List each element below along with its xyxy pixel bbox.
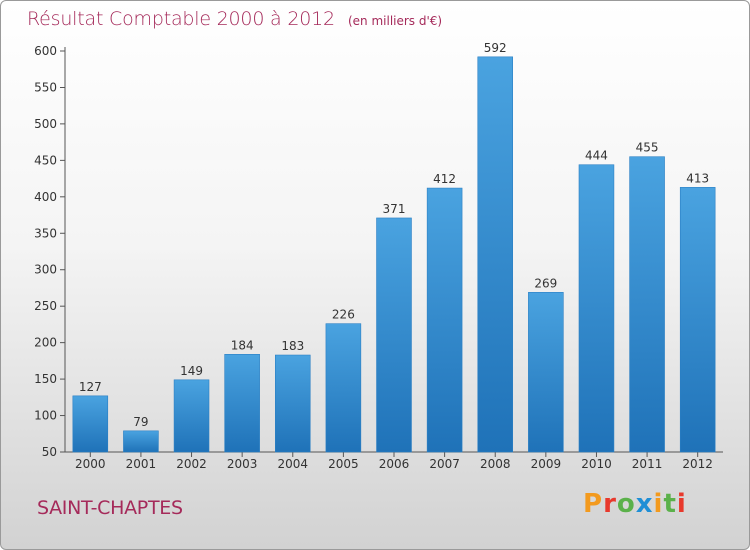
data-label-2004: 183 [281,339,304,353]
logo-letter: t [663,489,677,519]
y-tick-label: 450 [34,153,57,167]
bar-2011 [629,156,665,453]
data-label-2006: 371 [383,202,406,216]
data-label-2003: 184 [231,338,254,352]
y-tick-label: 200 [34,336,57,350]
data-label-2002: 149 [180,364,203,378]
bar-2002 [173,379,210,453]
x-tick-label-2005: 2005 [328,457,359,471]
logo-letter: x [635,489,654,519]
chart-title-main: Résultat Comptable 2000 à 2012 [27,8,335,30]
bar-2001 [123,430,159,453]
logo-letter: r [603,489,617,519]
y-tick-label: 150 [34,372,57,386]
y-tick-label: 300 [34,263,57,277]
y-tick-label: 600 [34,44,57,58]
bar-2010 [578,164,615,453]
x-tick-label-2000: 2000 [75,457,106,471]
x-tick-label-2012: 2012 [682,457,713,471]
x-tick-label-2001: 2001 [126,457,157,471]
data-label-2001: 79 [133,415,148,429]
chart-subtitle: (en milliers d'€) [347,14,443,28]
y-tick-label: 550 [34,80,57,94]
bar-2006 [376,217,412,453]
data-label-2011: 455 [636,141,659,155]
y-tick-label: 350 [34,226,57,240]
proxiti-logo: Proxiti [583,489,687,519]
data-label-2000: 127 [79,380,102,394]
x-tick-label-2009: 2009 [531,457,562,471]
bar-2000 [72,395,109,453]
y-tick-label: 50 [42,445,57,459]
logo-letter: P [583,489,604,519]
logo-letter: o [616,489,636,519]
logo-letter: i [676,489,687,519]
y-tick-label: 400 [34,190,57,204]
x-tick-label-2008: 2008 [480,457,511,471]
bar-2004 [275,354,311,453]
bar-2007 [426,187,463,453]
y-tick-label: 100 [34,409,57,423]
data-label-2005: 226 [332,308,355,322]
chart-title: Résultat Comptable 2000 à 2012 (en milli… [27,8,442,30]
x-tick-label-2010: 2010 [581,457,612,471]
logo-letter: i [653,489,664,519]
bar-2008 [477,56,513,453]
data-label-2009: 269 [534,276,557,290]
data-label-2008: 592 [484,41,507,55]
bar-2003 [224,354,260,453]
y-tick-label: 500 [34,117,57,131]
x-tick-label-2007: 2007 [429,457,460,471]
x-tick-label-2003: 2003 [227,457,258,471]
bar-2012 [679,187,716,453]
bar-2009 [528,292,564,453]
bar-2005 [325,323,362,453]
x-tick-label-2006: 2006 [379,457,410,471]
x-tick-label-2004: 2004 [277,457,308,471]
x-tick-label-2002: 2002 [176,457,207,471]
place-name: SAINT-CHAPTES [37,497,183,519]
data-label-2012: 413 [686,171,709,185]
data-label-2010: 444 [585,149,608,163]
x-tick-label-2011: 2011 [632,457,663,471]
data-label-2007: 412 [433,172,456,186]
y-tick-label: 250 [34,299,57,313]
